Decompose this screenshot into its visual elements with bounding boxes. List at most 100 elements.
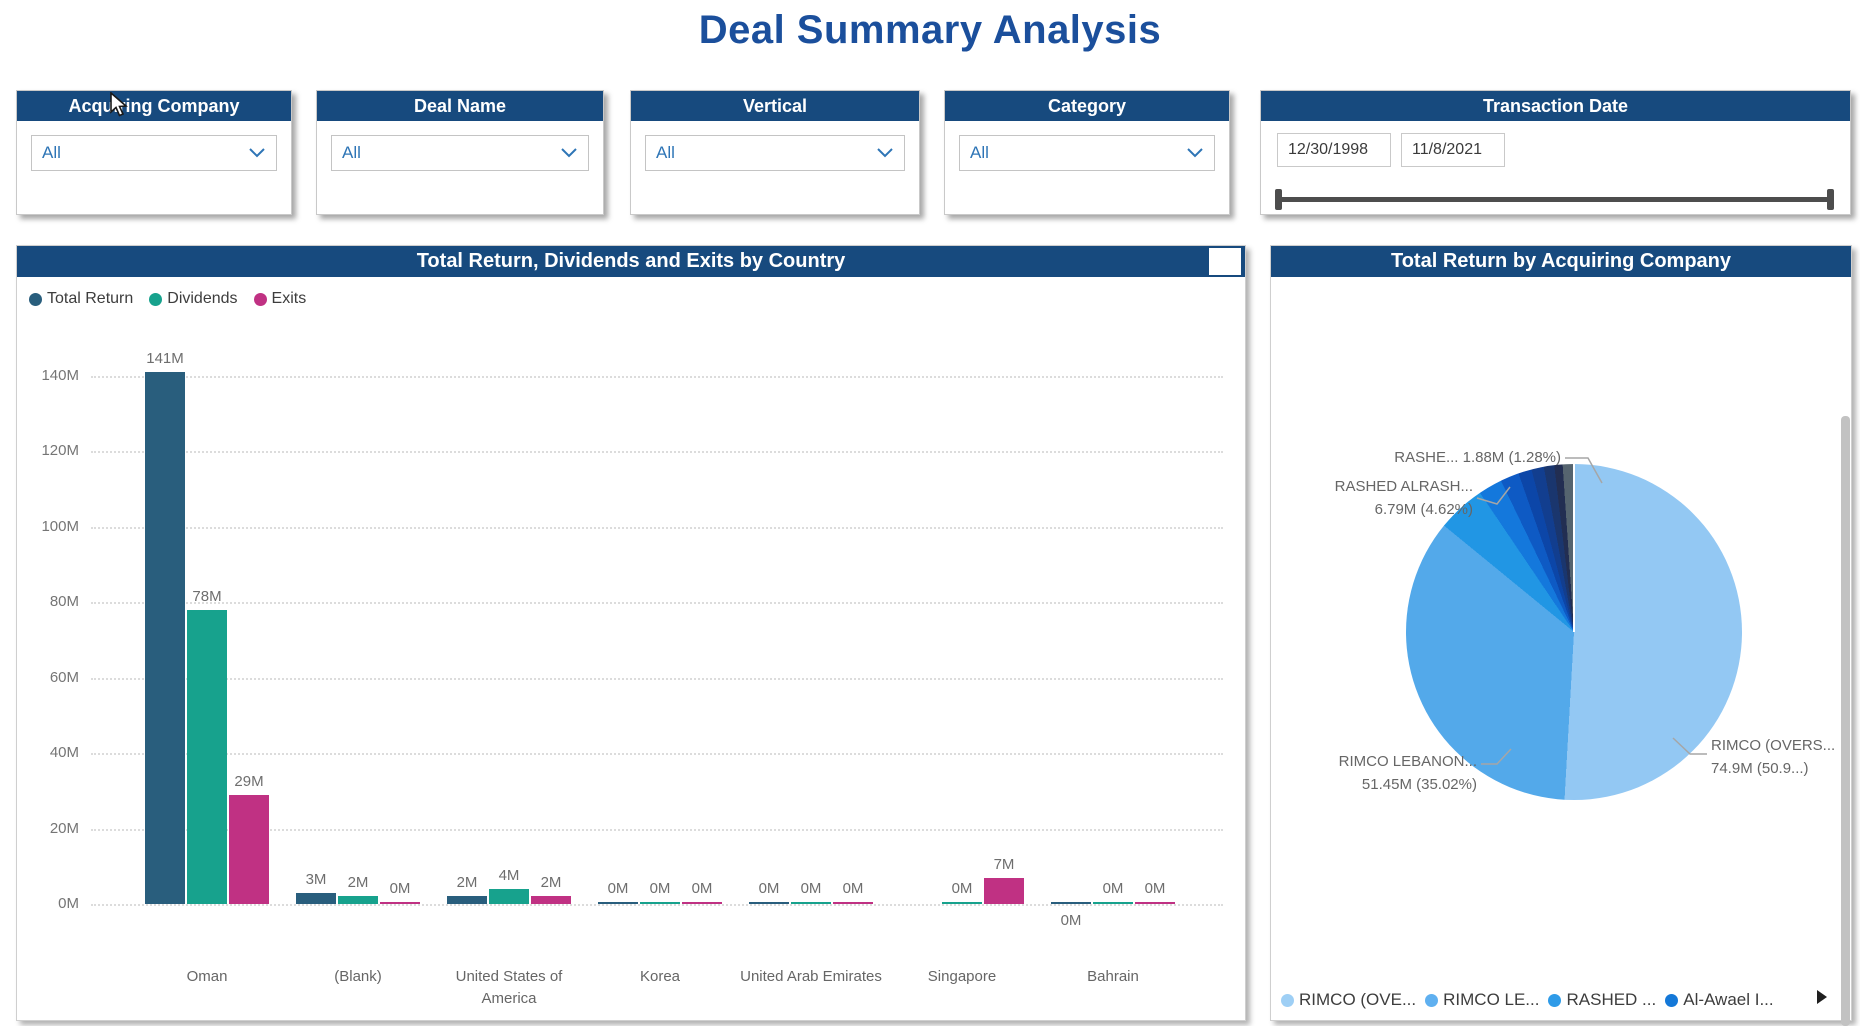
x-axis-category-label: United States of America xyxy=(455,968,563,1007)
bar-value-label: 0M xyxy=(800,879,822,897)
pie-slice-divider xyxy=(1573,464,1575,632)
legend-dot-icon xyxy=(253,292,267,306)
gridline xyxy=(91,526,1223,529)
legend-label: RASHED ... xyxy=(1566,990,1657,1009)
legend-label: RIMCO LE... xyxy=(1443,990,1540,1009)
legend-item-exits[interactable]: Exits xyxy=(253,290,306,308)
bar-dividends-5[interactable] xyxy=(942,901,982,904)
bar-value-label: 0M xyxy=(758,879,780,897)
y-axis-tick-label: 40M xyxy=(49,744,79,761)
bar-value-label: 78M xyxy=(192,587,222,605)
bar-total-return-2[interactable] xyxy=(447,896,487,904)
gridline xyxy=(91,904,1223,906)
category-dropdown[interactable]: All xyxy=(959,135,1215,171)
slicer-acquiring-company-title: Acquiring Company xyxy=(17,91,291,121)
bar-value-label: 2M xyxy=(456,874,478,892)
y-axis-tick-label: 120M xyxy=(41,442,79,459)
slider-handle-end[interactable] xyxy=(1827,189,1834,210)
bar-dividends-1[interactable] xyxy=(338,896,378,904)
bar-exits-6[interactable] xyxy=(1135,901,1175,904)
bar-exits-4[interactable] xyxy=(833,901,873,904)
bar-exits-3[interactable] xyxy=(682,901,722,904)
pie-legend-item-rimco-le-[interactable]: RIMCO LE... xyxy=(1425,990,1539,1010)
pie-chart-title: Total Return by Acquiring Company xyxy=(1271,246,1851,277)
acquiring-company-value: All xyxy=(42,143,61,162)
bar-total-return-0[interactable] xyxy=(145,371,185,904)
x-axis-category-label: Bahrain xyxy=(1087,968,1139,985)
pie-callout-rimco-lebanon: RIMCO LEBANON... 51.45M (35.02%) xyxy=(1338,753,1477,793)
bar-dividends-3[interactable] xyxy=(640,901,680,904)
bar-value-label: 2M xyxy=(540,874,562,892)
pie-panel-scrollbar[interactable] xyxy=(1841,416,1850,1026)
slicer-acquiring-company: Acquiring Company All xyxy=(16,90,292,215)
bar-value-label: 0M xyxy=(649,879,671,897)
legend-item-total-return[interactable]: Total Return xyxy=(29,290,133,308)
bar-total-return-1[interactable] xyxy=(296,892,336,904)
gridline xyxy=(91,677,1223,680)
pie-legend-item-rashed-[interactable]: RASHED ... xyxy=(1548,990,1656,1010)
bar-total-return-6[interactable] xyxy=(1051,901,1091,904)
slicer-deal-name-title: Deal Name xyxy=(317,91,603,121)
pie-legend-item-al-awael-i-[interactable]: Al-Awael I... xyxy=(1665,990,1774,1010)
chevron-down-icon xyxy=(877,148,893,158)
bar-value-label: 4M xyxy=(498,866,520,884)
pie-legend-item-rimco-ove-[interactable]: RIMCO (OVE... xyxy=(1281,990,1416,1010)
bar-dividends-2[interactable] xyxy=(489,888,529,904)
bar-exits-1[interactable] xyxy=(380,901,420,904)
slider-handle-start[interactable] xyxy=(1275,189,1282,210)
legend-label: Dividends xyxy=(167,290,238,307)
bar-value-label: 0M xyxy=(691,879,713,897)
x-axis-category-label: United Arab Emirates xyxy=(740,968,882,985)
bar-dividends-4[interactable] xyxy=(791,901,831,904)
bar-value-label: 2M xyxy=(347,874,369,892)
slicer-deal-name: Deal Name All xyxy=(316,90,604,215)
date-range-slider[interactable] xyxy=(1275,189,1834,210)
bar-total-return-3[interactable] xyxy=(598,901,638,904)
y-axis-tick-label: 140M xyxy=(41,366,79,384)
legend-label: Al-Awael I... xyxy=(1683,990,1774,1009)
bar-exits-5[interactable] xyxy=(984,877,1024,904)
slicer-transaction-date: Transaction Date 12/30/1998 11/8/2021 xyxy=(1260,90,1851,215)
y-axis-tick-label: 80M xyxy=(49,593,79,610)
vertical-dropdown[interactable]: All xyxy=(645,135,905,171)
slicer-category: Category All xyxy=(944,90,1230,215)
mouse-cursor-icon xyxy=(110,92,128,117)
bar-chart-legend: Total Return Dividends Exits xyxy=(29,290,306,308)
pie-chart-panel: Total Return by Acquiring Company RASHE.… xyxy=(1270,245,1852,1026)
bar-dividends-6[interactable] xyxy=(1093,901,1133,904)
bar-exits-2[interactable] xyxy=(531,896,571,904)
legend-label: RIMCO (OVE... xyxy=(1299,990,1417,1009)
pie-callout-rashe: RASHE... 1.88M (1.28%) xyxy=(1394,449,1561,466)
bar-value-label: 0M xyxy=(607,879,629,897)
gridline xyxy=(91,753,1223,755)
gridline xyxy=(91,375,1223,378)
y-axis-tick-label: 0M xyxy=(58,895,79,912)
slicer-vertical: Vertical All xyxy=(630,90,920,215)
end-date-input[interactable]: 11/8/2021 xyxy=(1401,133,1505,167)
bar-value-label: 3M xyxy=(305,870,327,888)
gridline xyxy=(91,828,1223,831)
bar-exits-0[interactable] xyxy=(229,794,269,904)
legend-item-dividends[interactable]: Dividends xyxy=(149,290,238,308)
vertical-value: All xyxy=(656,143,675,162)
acquiring-company-dropdown[interactable]: All xyxy=(31,135,277,171)
bar-value-label: 0M xyxy=(951,879,973,897)
bar-value-label: 141M xyxy=(146,349,184,367)
chevron-down-icon xyxy=(249,148,265,158)
y-axis-tick-label: 20M xyxy=(49,819,79,837)
deal-name-dropdown[interactable]: All xyxy=(331,135,589,171)
bar-total-return-4[interactable] xyxy=(749,901,789,904)
legend-dot-icon xyxy=(1281,993,1294,1007)
legend-next-arrow-icon[interactable] xyxy=(1817,990,1827,1004)
category-value: All xyxy=(970,143,989,162)
x-axis-category-label: Singapore xyxy=(927,968,997,985)
slicer-transaction-date-title: Transaction Date xyxy=(1261,91,1850,121)
bar-value-label: 0M xyxy=(1060,912,1082,929)
gridline xyxy=(91,602,1223,604)
y-axis-tick-label: 60M xyxy=(49,668,79,686)
start-date-input[interactable]: 12/30/1998 xyxy=(1277,133,1391,167)
chevron-down-icon xyxy=(1187,148,1203,158)
bar-dividends-0[interactable] xyxy=(187,609,227,904)
bar-value-label: 7M xyxy=(993,855,1015,873)
legend-label: Total Return xyxy=(47,290,134,307)
